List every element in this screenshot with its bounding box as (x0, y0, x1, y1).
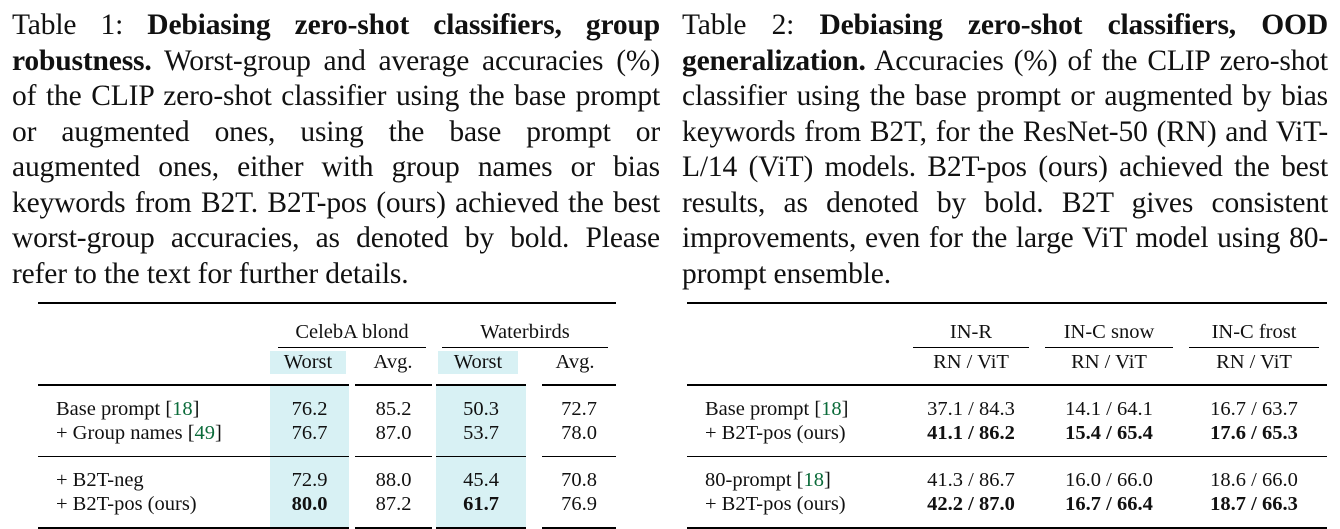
table-cell: 45.4 (432, 468, 542, 492)
table-cell: 80.0 (270, 492, 355, 516)
table-cell: 78.0 (561, 422, 597, 444)
table-cell: 85.2 (375, 398, 412, 420)
table2-block: Table 2: Debiasing zero-shot classifiers… (682, 8, 1328, 528)
row-label-end: ] (841, 398, 849, 420)
citation-link[interactable]: 18 (172, 398, 193, 420)
table-cell: 16.0 / 66.0 (1065, 469, 1153, 491)
table2-caption: Table 2: Debiasing zero-shot classifiers… (682, 8, 1328, 292)
table2-subheader: RN / ViT (933, 350, 1009, 373)
table-cell: 72.9 (270, 468, 355, 492)
table2-caption-title: Debiasing zero-shot classifiers, OOD gen… (682, 9, 1328, 77)
table-cell: 16.7 / 63.7 (1210, 398, 1298, 420)
table2-caption-body: Accuracies (%) of the CLIP zero-shot cla… (682, 44, 1328, 290)
table1-block: Table 1: Debiasing zero-shot classifiers… (12, 8, 660, 528)
table2-subheader: RN / ViT (1071, 350, 1147, 373)
table-row: + Group names [49] 76.7 87.0 53.7 78.0 (38, 421, 616, 445)
table1-caption-title: Debiasing zero-shot classifiers, group r… (12, 9, 660, 77)
table2-caption-label: Table 2: (682, 9, 795, 41)
row-label: Base prompt [ (705, 398, 822, 420)
citation-link[interactable]: 18 (803, 469, 825, 491)
table-cell: 18.7 / 66.3 (1210, 493, 1298, 515)
table1-subheader: Avg. (373, 350, 413, 373)
table-cell: 70.8 (561, 469, 597, 491)
table-row: + B2T-neg 72.9 88.0 45.4 70.8 (38, 468, 616, 492)
table-cell: 87.2 (375, 493, 412, 515)
table1-subheader: Avg. (555, 350, 595, 373)
table-cell: 76.2 (270, 397, 355, 421)
row-label: + B2T-pos (ours) (705, 493, 846, 515)
table-row: + B2T-pos (ours) 42.2 / 87.0 16.7 / 66.4… (687, 492, 1327, 516)
row-label: + B2T-neg (56, 469, 144, 491)
table2-subheader: RN / ViT (1216, 350, 1292, 373)
table1-caption-label: Table 1: (12, 9, 124, 41)
citation-link[interactable]: 18 (821, 398, 842, 420)
table2: IN-R IN-C snow IN-C frost RN / ViT RN / … (687, 302, 1327, 529)
table1-caption: Table 1: Debiasing zero-shot classifiers… (12, 8, 660, 292)
table-row: + B2T-pos (ours) 80.0 87.2 61.7 76.9 (38, 492, 616, 516)
table-row: 80-prompt [18] 41.3 / 86.7 16.0 / 66.0 1… (687, 468, 1327, 492)
table-cell: 41.1 / 86.2 (927, 422, 1015, 444)
row-label-end: ] (215, 422, 222, 444)
table-cell: 15.4 / 65.4 (1065, 422, 1153, 444)
table-cell: 61.7 (432, 492, 542, 516)
table-cell: 72.7 (561, 398, 597, 420)
table2-group-header: IN-C snow (1045, 321, 1173, 348)
table1-subheader: Worst (270, 350, 346, 374)
table-cell: 16.7 / 66.4 (1065, 493, 1153, 515)
table1-group-header: Waterbirds (442, 321, 608, 348)
table1-group-header: CelebA blond (278, 321, 426, 348)
row-label: + B2T-pos (ours) (56, 493, 197, 515)
table-cell: 88.0 (375, 469, 412, 491)
table-row: Base prompt [18] 37.1 / 84.3 14.1 / 64.1… (687, 397, 1327, 421)
table1-subheader: Worst (438, 350, 518, 374)
table-cell: 41.3 / 86.7 (927, 469, 1015, 491)
table-cell: 53.7 (432, 421, 542, 445)
table-row: Base prompt [18] 76.2 85.2 50.3 72.7 (38, 397, 616, 421)
table-cell: 17.6 / 65.3 (1210, 422, 1298, 444)
table2-group-header: IN-C frost (1189, 321, 1319, 348)
table-cell: 76.9 (561, 493, 597, 515)
table1-caption-body: Worst-group and average accuracies (%) o… (12, 44, 660, 290)
table-cell: 37.1 / 84.3 (927, 398, 1015, 420)
table-cell: 18.6 / 66.0 (1210, 469, 1298, 491)
row-label: + B2T-pos (ours) (705, 422, 846, 444)
row-label-end: ] (192, 398, 200, 420)
table-cell: 76.7 (270, 421, 355, 445)
row-label-end: ] (824, 469, 831, 491)
citation-link[interactable]: 49 (194, 422, 216, 444)
row-label: Base prompt [ (56, 398, 173, 420)
row-label: 80-prompt [ (705, 469, 804, 491)
table-cell: 42.2 / 87.0 (927, 493, 1015, 515)
table2-group-header: IN-R (913, 321, 1029, 348)
table-row: + B2T-pos (ours) 41.1 / 86.2 15.4 / 65.4… (687, 421, 1327, 445)
table1: CelebA blond Waterbirds Worst Avg. Worst… (38, 302, 616, 529)
table-cell: 87.0 (375, 422, 412, 444)
row-label: + Group names [ (56, 422, 195, 444)
table-cell: 14.1 / 64.1 (1065, 398, 1153, 420)
table-cell: 50.3 (432, 397, 542, 421)
